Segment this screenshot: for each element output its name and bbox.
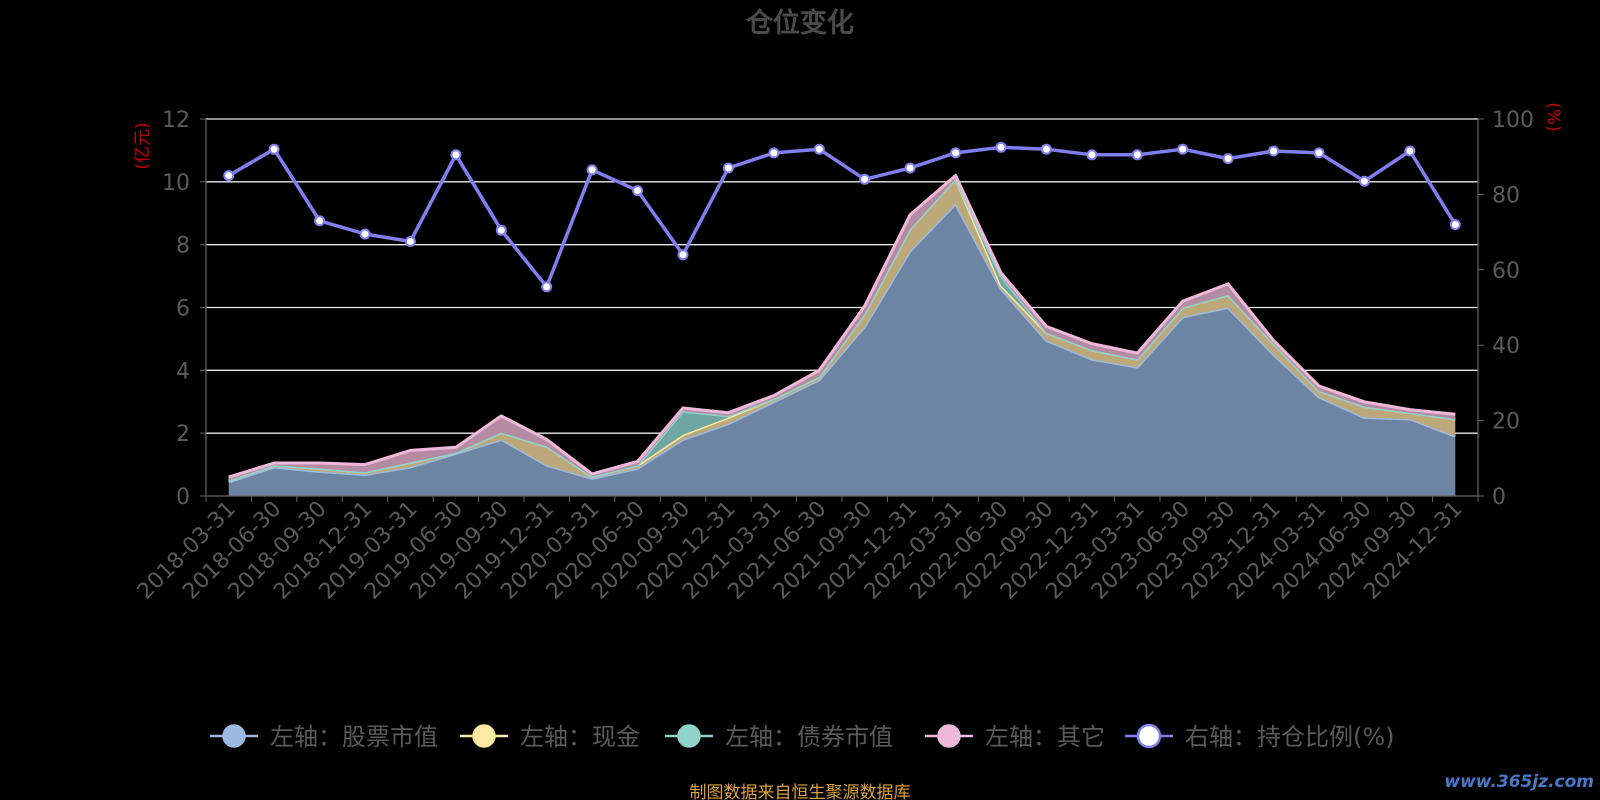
ratio-point	[586, 164, 598, 176]
right-tick-label: 100	[1492, 108, 1534, 133]
legend: 左轴：股票市值 左轴：现金 左轴：债券市值 左轴：其它 右轴：持仓比例(%)	[210, 723, 1395, 751]
ratio-point	[450, 149, 462, 161]
ratio-point	[813, 143, 825, 155]
ratio-point	[904, 162, 916, 174]
ratio-point	[1404, 145, 1416, 157]
legend-label-1: 左轴：股票市值	[270, 723, 438, 751]
ratio-point	[495, 224, 507, 236]
ratio-point	[1268, 145, 1280, 157]
ratio-point	[1449, 219, 1461, 231]
ratio-line	[227, 145, 1457, 289]
ratio-point	[677, 249, 689, 261]
right-tick-label: 80	[1492, 183, 1520, 208]
left-axis-label: (亿元)	[133, 122, 153, 169]
left-tick-label: 8	[176, 234, 190, 259]
ratio-point	[859, 173, 871, 185]
stacked-areas	[228, 174, 1456, 497]
left-tick-label: 0	[176, 485, 190, 510]
legend-marker-2	[472, 724, 496, 748]
right-axis-label: (%)	[1543, 102, 1563, 131]
ratio-point	[1086, 149, 1098, 161]
ratio-point	[223, 170, 235, 182]
ratio-point	[1131, 149, 1143, 161]
left-tick-label: 4	[176, 359, 190, 384]
legend-label-5: 右轴：持仓比例(%)	[1185, 723, 1395, 751]
area-series-1	[228, 203, 1456, 497]
left-tick-label: 10	[162, 171, 190, 196]
ratio-point	[768, 147, 780, 159]
ratio-point	[268, 143, 280, 155]
legend-marker-1	[222, 724, 246, 748]
ratio-point	[541, 281, 553, 293]
ratio-point	[1222, 153, 1234, 165]
ratio-point	[314, 215, 326, 227]
legend-label-2: 左轴：现金	[520, 723, 640, 751]
legend-label-4: 左轴：其它	[985, 723, 1105, 751]
right-tick-label: 20	[1492, 410, 1520, 435]
ratio-point	[359, 228, 371, 240]
data-source-note: 制图数据来自恒生聚源数据库	[689, 783, 911, 800]
right-tick-label: 0	[1492, 485, 1506, 510]
left-tick-label: 2	[176, 422, 190, 447]
left-tick-label: 12	[162, 108, 190, 133]
ratio-point	[632, 185, 644, 197]
ratio-point	[995, 141, 1007, 153]
ratio-point	[404, 236, 416, 247]
ratio-point	[1177, 143, 1189, 155]
ratio-point	[950, 147, 962, 159]
left-tick-label: 6	[176, 297, 190, 322]
legend-marker-5	[1136, 723, 1162, 749]
ratio-point	[1358, 175, 1370, 187]
ratio-line-layer	[223, 141, 1461, 293]
right-tick-label: 60	[1492, 259, 1520, 284]
chart-title: 仓位变化	[745, 7, 854, 39]
right-tick-label: 40	[1492, 334, 1520, 359]
ratio-point	[1313, 147, 1325, 159]
legend-label-3: 左轴：债券市值	[725, 723, 893, 751]
area-series-4-edge	[228, 174, 1456, 479]
legend-marker-4	[937, 724, 961, 748]
site-watermark: www.365jz.com	[1444, 772, 1594, 792]
legend-marker-3	[677, 724, 701, 748]
ratio-point	[1040, 143, 1052, 155]
ratio-point	[722, 162, 734, 174]
